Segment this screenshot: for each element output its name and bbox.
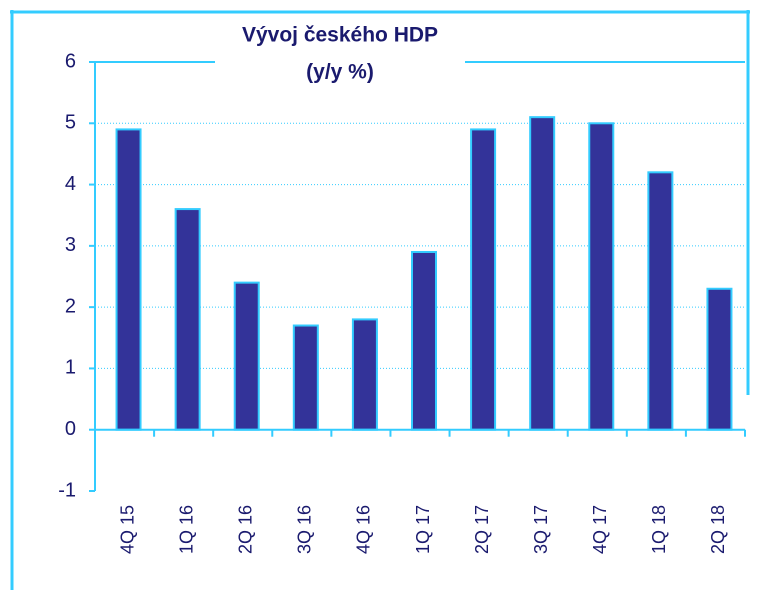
bar — [529, 116, 556, 431]
y-tick-label: 0 — [65, 418, 76, 440]
y-tick-label: 5 — [65, 112, 76, 134]
x-tick-label: 3Q 17 — [531, 505, 551, 554]
x-tick-label: 2Q 17 — [472, 505, 492, 554]
x-tick-label: 1Q 18 — [649, 505, 669, 554]
chart-title: Vývoj českého HDP — [242, 24, 438, 47]
bar — [647, 171, 674, 431]
x-tick-label: 2Q 18 — [708, 505, 728, 554]
bar — [470, 128, 497, 431]
y-tick-label: 6 — [65, 50, 76, 72]
bar — [351, 318, 378, 431]
bar — [174, 208, 201, 431]
bar — [411, 250, 437, 431]
y-tick-label: 3 — [65, 234, 76, 256]
y-tick-label: 1 — [65, 357, 76, 379]
bar — [115, 128, 142, 431]
x-tick-label: 4Q 16 — [354, 505, 374, 554]
x-tick-label: 1Q 16 — [176, 505, 196, 554]
y-tick-label: 4 — [65, 173, 76, 195]
x-tick-label: 4Q 15 — [117, 505, 137, 554]
bar — [706, 287, 733, 431]
x-tick-label: 3Q 16 — [295, 505, 315, 554]
bar — [588, 122, 615, 431]
x-tick-label: 4Q 17 — [590, 505, 610, 554]
y-tick-label: -1 — [58, 479, 76, 501]
bar — [233, 281, 260, 431]
bar — [292, 324, 319, 431]
y-tick-label: 2 — [65, 295, 76, 317]
x-tick-label: 2Q 16 — [235, 505, 255, 554]
chart-subtitle: (y/y %) — [306, 61, 374, 84]
x-tick-label: 1Q 17 — [413, 505, 433, 554]
